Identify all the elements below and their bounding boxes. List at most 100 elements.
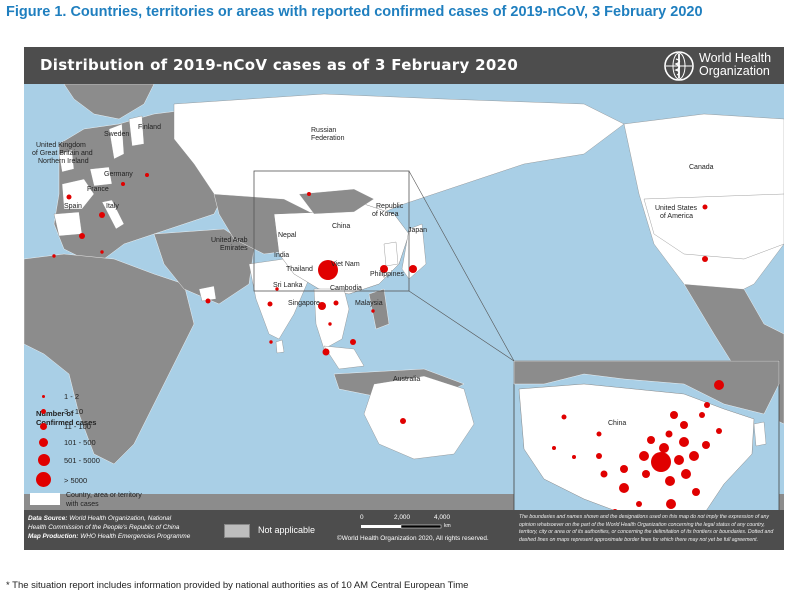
inset-case-dot <box>596 431 602 437</box>
legend-dot <box>40 423 47 430</box>
case-dot-uk <box>66 194 72 200</box>
world-map <box>24 84 784 510</box>
inset-case-dot <box>681 469 691 479</box>
case-dot-russia <box>307 192 311 196</box>
label-uae-line1: United Arab <box>211 237 248 244</box>
middle-east-shape <box>153 228 255 305</box>
inset-case-dot <box>639 451 649 461</box>
greenland-shape <box>63 84 155 120</box>
legend-label: > 5000 <box>64 476 88 485</box>
legend-title-line2: Confirmed cases <box>36 418 97 427</box>
case-dot-malaysia <box>350 339 356 345</box>
label-nepal: Nepal <box>278 232 297 239</box>
data-source-line2: Health Commission of the People's Republ… <box>28 524 180 531</box>
inset-case-dot <box>704 402 710 408</box>
legend-dot <box>39 438 48 447</box>
case-dot-philippines <box>371 309 375 313</box>
case-dot-korea <box>380 265 388 273</box>
label-korea-line2: of Korea <box>372 211 399 218</box>
case-dot-nepal <box>275 287 279 291</box>
label-malaysia: Malaysia <box>355 300 383 307</box>
case-dot-china <box>318 260 338 280</box>
label-germany: Germany <box>104 171 133 178</box>
germany-shape <box>89 166 113 187</box>
legend-area-line1: Country, area or territory <box>66 492 142 499</box>
legend-label: 1 - 2 <box>64 392 80 401</box>
map-production-label: Map Production: <box>28 533 79 540</box>
legend-label: 3 - 10 <box>64 407 84 416</box>
disclaimer: The boundaries and names shown and the d… <box>519 514 774 543</box>
case-dot-singapore <box>322 348 330 356</box>
legend-item-2: 3 - 10 <box>36 405 146 419</box>
legend-area-line2: with cases <box>66 501 99 508</box>
label-russia-line2: Federation <box>311 135 345 142</box>
inset-case-dot <box>665 476 675 486</box>
scale-segment <box>400 524 442 529</box>
case-dot-spain <box>52 254 56 258</box>
label-france: France <box>87 186 109 193</box>
label-usa-line2: of America <box>660 213 694 220</box>
label-canada: Canada <box>689 164 714 171</box>
data-source-label: Data Source: <box>28 515 68 522</box>
label-philippines: Philippines <box>370 271 404 278</box>
inset-case-dot <box>702 441 710 449</box>
legend-label: 501 - 5000 <box>64 456 100 465</box>
legend-title-line1: Number of <box>36 409 74 418</box>
inset-case-dot <box>596 453 602 459</box>
legend-item-5: 501 - 5000 <box>36 453 146 467</box>
case-dots <box>52 173 708 424</box>
legend-item-3: 11 - 100 <box>36 420 146 434</box>
label-china-inset: China <box>608 420 627 427</box>
inset-source-box <box>253 170 410 292</box>
not-applicable-swatch <box>224 524 250 538</box>
case-dot-finland <box>145 173 149 177</box>
malaysia-shape <box>323 345 365 370</box>
legend-dot <box>36 472 51 487</box>
legend-item-6: > 5000 <box>36 472 146 487</box>
case-dot-uae <box>205 298 211 304</box>
inset-case-dot <box>692 488 700 496</box>
label-cambodia: Cambodia <box>330 285 362 292</box>
label-srilanka: Sri Lanka <box>273 282 303 289</box>
case-dot-sweden <box>121 182 125 186</box>
inset-case-dot <box>716 428 722 434</box>
sweden-shape <box>108 123 125 160</box>
sri-lanka-shape <box>275 339 285 354</box>
case-dot-cambodia <box>328 322 332 326</box>
map-title: Distribution of 2019-nCoV cases as of 3 … <box>40 56 519 74</box>
case-dot-thailand <box>318 302 326 310</box>
legend-area-label: Country, area or territory with cases <box>66 491 142 509</box>
label-japan: Japan <box>408 227 428 234</box>
inset-mongolia-shape <box>513 360 780 415</box>
label-spain: Spain <box>64 203 82 210</box>
figure-title: Figure 1. Countries, territories or area… <box>6 4 703 20</box>
copyright: ©World Health Organization 2020, All rig… <box>337 535 489 542</box>
who-name-line1: World Health <box>699 51 772 65</box>
inset-case-dot <box>572 455 576 459</box>
label-singapore: Singapore <box>288 300 320 307</box>
legend-item-1: 1 - 2 <box>36 390 146 404</box>
inset-case-dot <box>659 443 669 453</box>
case-dot-germany <box>99 212 105 218</box>
case-dot-srilanka <box>269 340 273 344</box>
inset-case-dot <box>600 470 608 478</box>
case-dot-usa <box>702 256 708 262</box>
label-uk-line3: Northern Ireland <box>38 158 89 165</box>
who-name-line2: Organization <box>699 64 770 78</box>
inset-case-dot <box>620 465 628 473</box>
australia-shape <box>363 375 475 460</box>
map-figure: Distribution of 2019-nCoV cases as of 3 … <box>24 47 784 550</box>
label-italy: Italy <box>106 203 119 210</box>
label-usa-line1: United States <box>655 205 698 212</box>
case-dot-india <box>267 301 273 307</box>
inset-case-dot <box>619 483 629 493</box>
inset-case-dot <box>647 436 655 444</box>
inset-case-dot <box>612 509 618 510</box>
scale-bar <box>361 524 442 529</box>
case-dot-japan <box>409 265 417 273</box>
russia-shape <box>173 93 625 225</box>
inset-case-dot <box>699 412 705 418</box>
inset-case-dot <box>552 446 556 450</box>
legend-dot <box>38 454 50 466</box>
who-name: World Health Organization <box>699 52 771 78</box>
